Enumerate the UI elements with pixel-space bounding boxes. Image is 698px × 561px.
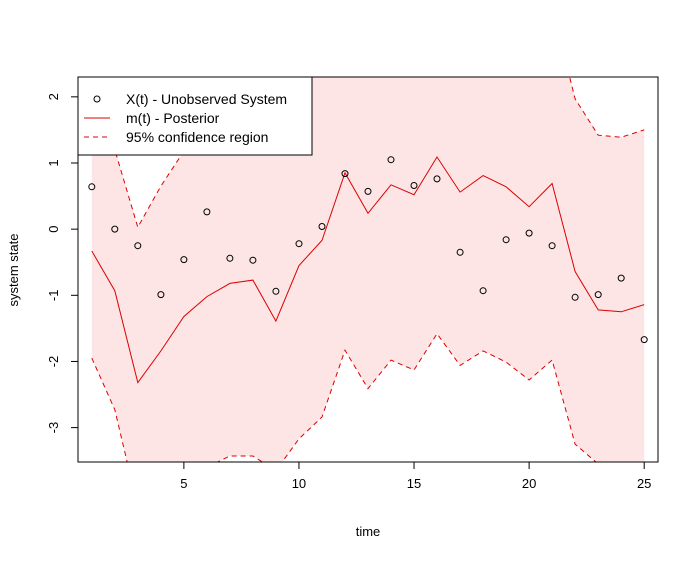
observed-point <box>525 229 533 237</box>
legend: X(t) - Unobserved System m(t) - Posterior… <box>77 76 313 156</box>
observed-point <box>134 242 142 250</box>
confidence-band-fill <box>91 77 645 462</box>
confidence-band-layer <box>91 77 645 462</box>
x-axis: 5 10 15 20 25 <box>180 461 651 491</box>
observed-point <box>571 293 579 301</box>
legend-point-symbol <box>93 95 101 103</box>
legend-entry-label: X(t) - Unobserved System <box>126 91 287 107</box>
observed-points-layer <box>88 156 648 344</box>
legend-entry-label: 95% confidence region <box>126 129 268 145</box>
observed-point <box>617 274 625 282</box>
legend-entry-label: m(t) - Posterior <box>126 110 220 126</box>
y-axis: -3 -2 -1 0 1 2 <box>46 93 79 434</box>
observed-point <box>433 175 441 183</box>
observed-point <box>249 256 257 264</box>
x-axis-label: time <box>356 524 381 539</box>
y-tick-label: 1 <box>46 159 61 166</box>
observed-point <box>295 240 303 248</box>
posterior-mean-line <box>91 156 645 384</box>
observed-point <box>640 336 648 344</box>
x-tick-label: 10 <box>292 476 306 491</box>
observed-point <box>502 236 510 244</box>
y-tick-label: -1 <box>46 290 61 302</box>
observed-point <box>180 256 188 264</box>
observed-point <box>318 223 326 230</box>
observed-point <box>456 248 464 256</box>
y-axis-label: system state <box>6 234 21 307</box>
y-tick-label: -2 <box>46 356 61 368</box>
observed-point <box>88 183 96 191</box>
x-tick-label: 5 <box>180 476 187 491</box>
x-tick-label: 20 <box>522 476 536 491</box>
observed-point <box>341 170 349 178</box>
y-tick-label: -3 <box>46 422 61 434</box>
observed-point <box>226 254 234 262</box>
observed-point <box>387 156 395 164</box>
observed-point <box>272 287 280 295</box>
observed-point <box>364 187 372 195</box>
legend-box <box>77 76 313 156</box>
y-tick-label: 0 <box>46 225 61 232</box>
observed-point <box>594 291 602 299</box>
observed-point <box>410 182 418 189</box>
observed-point <box>479 287 487 295</box>
observed-point <box>203 208 211 216</box>
observed-point <box>157 291 165 299</box>
ci-lower-line <box>91 332 597 462</box>
x-tick-label: 15 <box>407 476 421 491</box>
y-tick-label: 2 <box>46 93 61 100</box>
observed-point <box>111 225 119 233</box>
x-tick-label: 25 <box>637 476 651 491</box>
observed-point <box>548 242 556 250</box>
